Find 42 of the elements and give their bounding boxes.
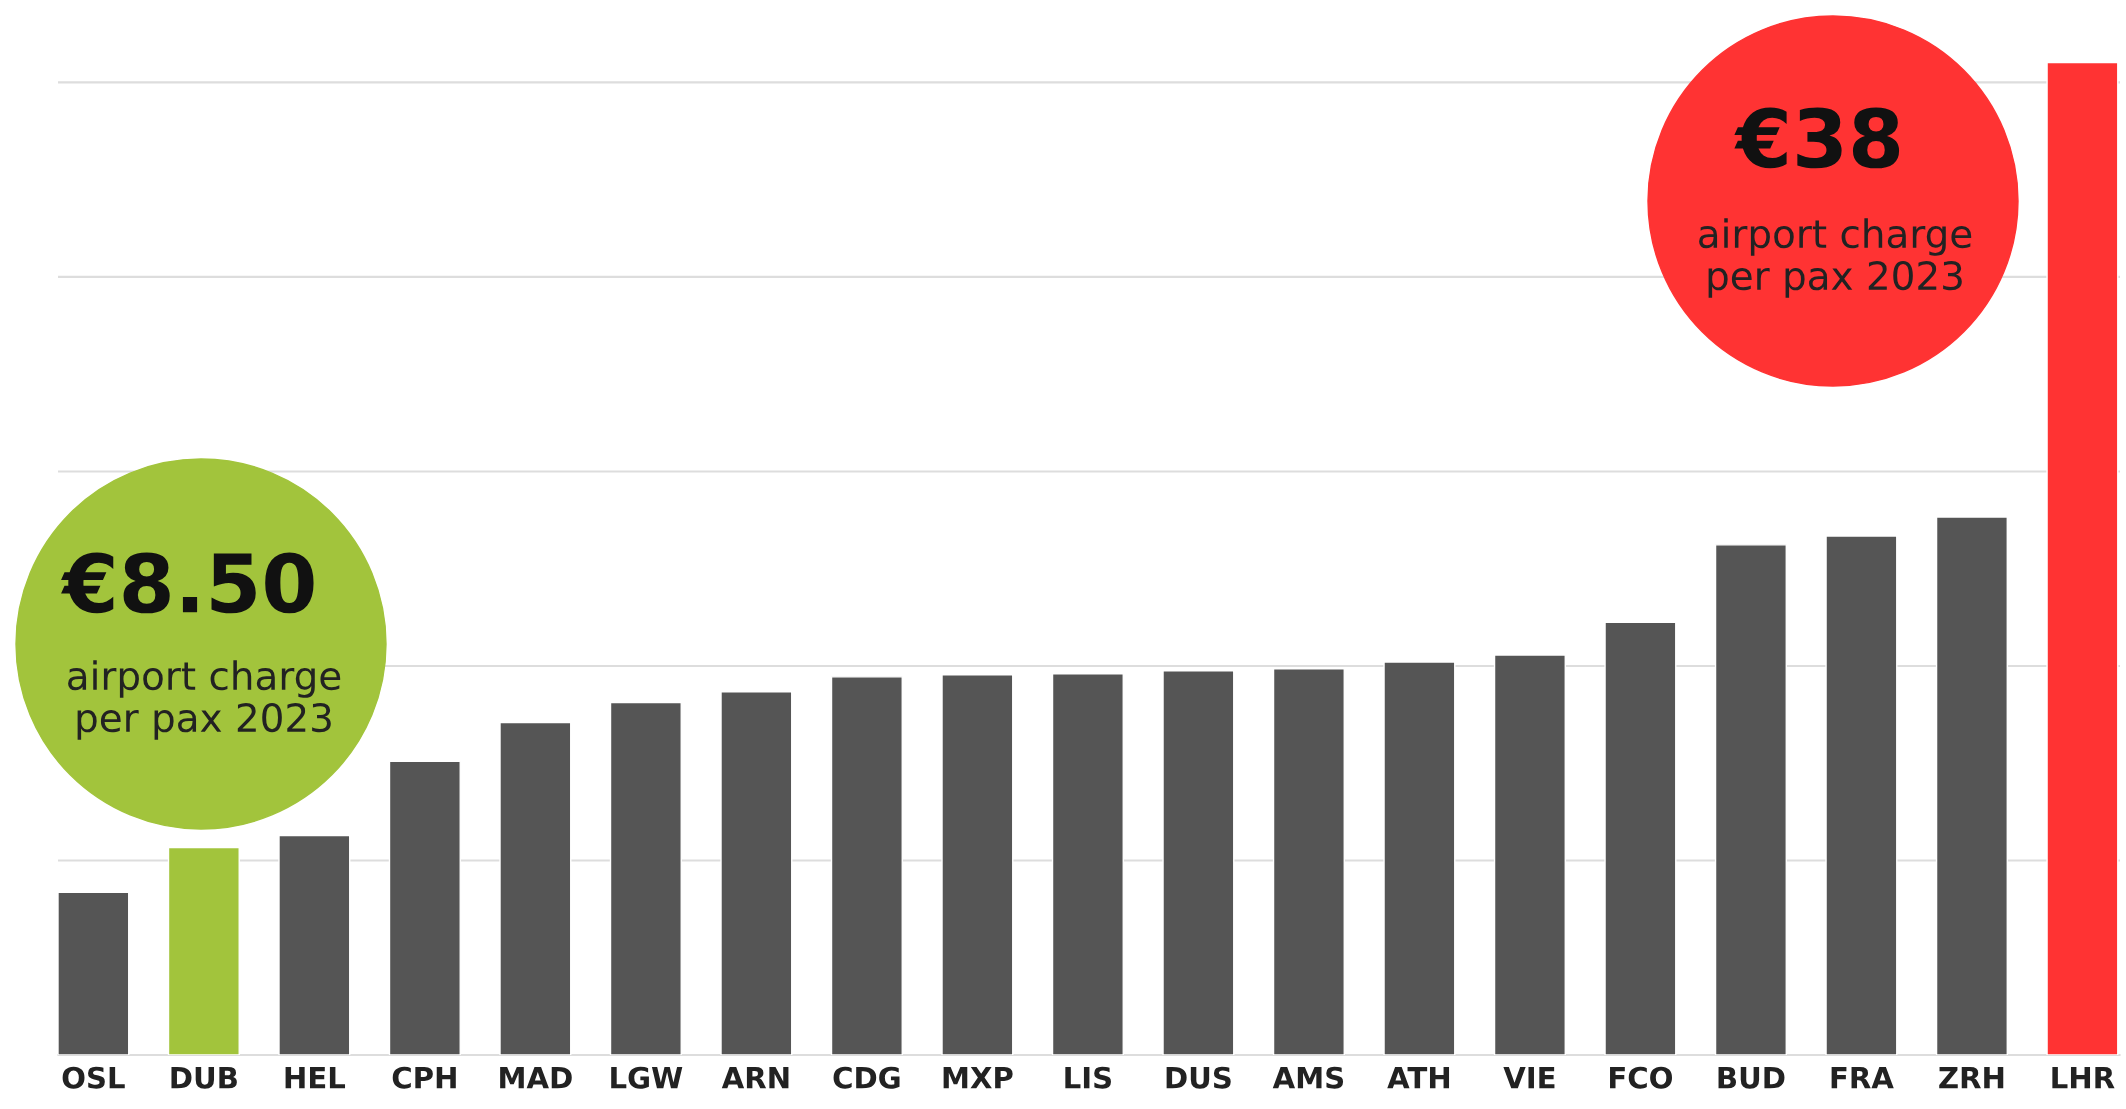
x-tick-label: VIE xyxy=(1503,1067,1555,1089)
bar xyxy=(1825,535,1898,1055)
bar xyxy=(830,676,903,1055)
bar xyxy=(388,760,461,1055)
x-tick-label: DUS xyxy=(1166,1066,1231,1089)
x-tick-label: ATH xyxy=(1387,1067,1450,1089)
bar xyxy=(720,691,793,1055)
annotation: €8.50 xyxy=(61,552,314,614)
x-tick-label: FRA xyxy=(1831,1067,1894,1089)
bar xyxy=(1604,621,1677,1055)
bar xyxy=(278,834,351,1055)
bar xyxy=(2046,61,2119,1055)
x-tick-label: LIS xyxy=(1065,1066,1111,1089)
bar xyxy=(1493,654,1566,1055)
bar xyxy=(609,701,682,1055)
bar xyxy=(1051,673,1124,1055)
annotation: airport charge per pax 2023 xyxy=(68,660,341,740)
annotation: airport charge per pax 2023 xyxy=(1699,218,1972,298)
bar xyxy=(1714,544,1787,1055)
x-tick-label: AMS xyxy=(1272,1066,1344,1089)
x-tick-label: DUB xyxy=(171,1067,237,1089)
x-tick-label: BUD xyxy=(1718,1067,1785,1089)
bar xyxy=(1383,661,1456,1055)
bar xyxy=(941,674,1014,1055)
bar xyxy=(1162,670,1235,1055)
x-tick-label: FCO xyxy=(1610,1066,1673,1089)
x-tick-label: CPH xyxy=(392,1066,456,1089)
bar xyxy=(58,891,130,1055)
x-tick-label: LGW xyxy=(611,1066,683,1089)
x-tick-label: OSL xyxy=(62,1066,125,1089)
x-tick-label: HEL xyxy=(285,1067,346,1089)
x-tick-label: MXP xyxy=(943,1067,1013,1089)
bar xyxy=(167,846,240,1055)
x-tick-label: CDG xyxy=(833,1066,900,1089)
bar xyxy=(1272,668,1345,1055)
x-tick-label: LHR xyxy=(2052,1067,2115,1089)
x-tick-label: ARN xyxy=(721,1067,789,1089)
x-tick-label: ZRH xyxy=(1939,1067,2004,1089)
bar xyxy=(499,721,572,1055)
bar xyxy=(1935,516,2008,1055)
x-tick-label: MAD xyxy=(500,1067,572,1089)
annotation: €38 xyxy=(1734,107,1900,169)
